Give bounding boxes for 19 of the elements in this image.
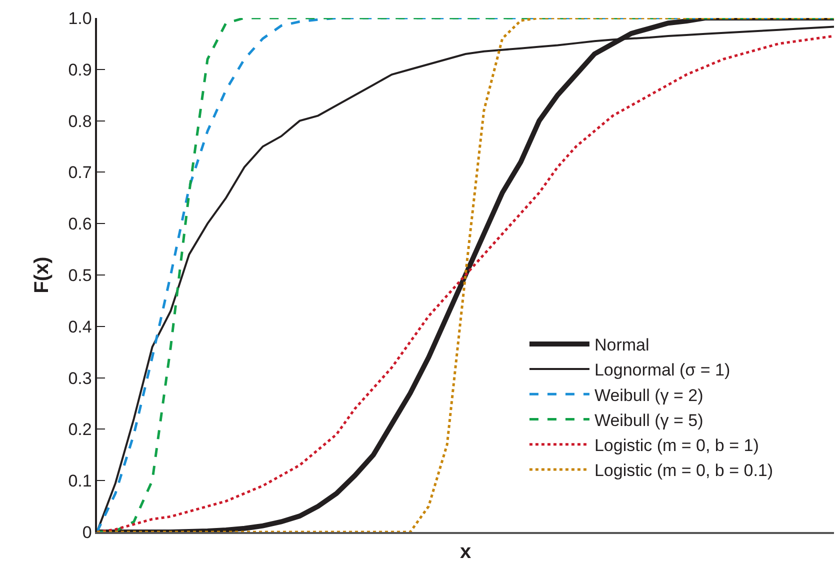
x-axis-title: x — [460, 541, 472, 564]
y-tick-label: 0 — [82, 522, 92, 542]
legend-label: Logistic (m = 0, b = 1) — [594, 436, 759, 455]
y-tick-label: 0.5 — [68, 266, 92, 285]
legend-label: Logistic (m = 0, b = 0.1) — [594, 461, 774, 480]
y-tick-label: 0.6 — [68, 214, 92, 234]
y-axis-title: F(x) — [31, 256, 54, 294]
legend-label: Weibull (γ = 5) — [594, 410, 704, 430]
y-tick-label: 1.0 — [68, 8, 92, 28]
y-tick-label: 0.9 — [68, 60, 92, 80]
y-tick-label: 0.7 — [68, 163, 92, 182]
legend-label: Normal — [594, 336, 650, 355]
y-tick-label: 0.4 — [68, 317, 92, 336]
y-tick-label: 0.2 — [68, 420, 92, 440]
y-tick-label: 0.8 — [68, 112, 92, 131]
y-tick-label: 0.1 — [68, 472, 92, 491]
legend-label: Weibull (γ = 2) — [594, 386, 704, 405]
legend-label: Lognormal (σ = 1) — [594, 360, 730, 380]
y-tick-label: 0.3 — [68, 368, 92, 388]
